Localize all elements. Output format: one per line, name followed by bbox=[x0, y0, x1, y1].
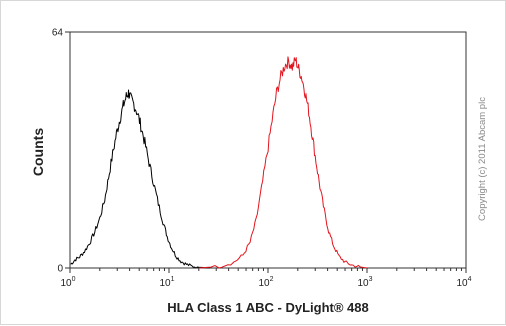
y-axis-ticks: 0 64 bbox=[52, 28, 70, 275]
x-tick-label: 102 bbox=[258, 276, 273, 289]
x-tick-label: 103 bbox=[357, 276, 372, 289]
copyright-notice: Copyright (c) 2011 Abcam plc bbox=[477, 97, 488, 221]
x-tick-label: 101 bbox=[159, 276, 174, 289]
series-layer bbox=[70, 56, 368, 269]
x-axis-label: HLA Class 1 ABC - DyLight® 488 bbox=[167, 300, 369, 315]
histogram-series-1 bbox=[70, 89, 211, 269]
y-tick-label: 64 bbox=[52, 28, 64, 39]
x-axis-ticks: 100 101 102 103 104 bbox=[60, 268, 472, 289]
histogram-series-2 bbox=[198, 56, 368, 269]
y-axis-label: Counts bbox=[30, 128, 46, 176]
x-tick-label: 104 bbox=[456, 276, 471, 289]
y-tick-label: 0 bbox=[57, 264, 63, 275]
x-tick-label: 100 bbox=[60, 276, 75, 289]
